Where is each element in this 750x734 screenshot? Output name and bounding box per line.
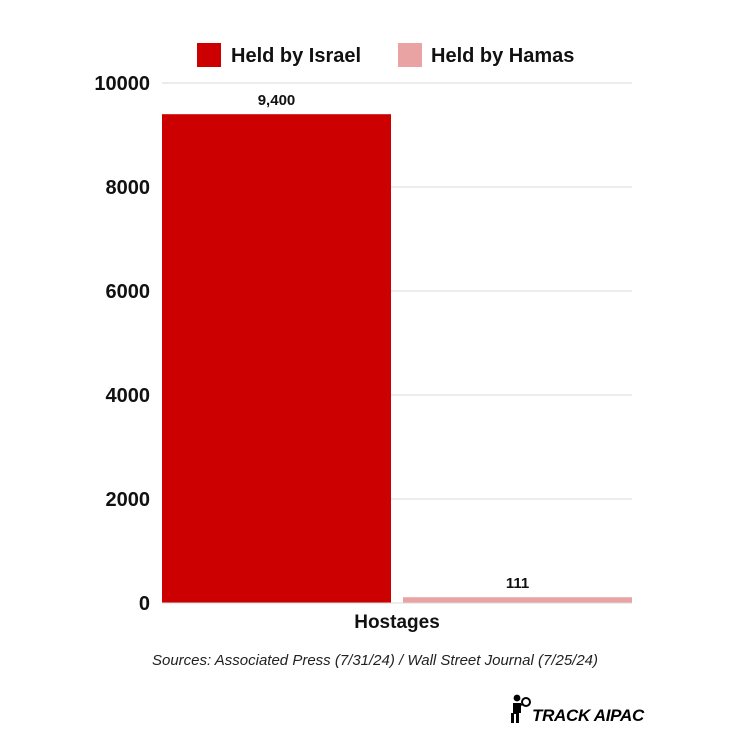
y-tick-label: 8000: [106, 177, 151, 199]
legend-label-hamas: Held by Hamas: [431, 45, 574, 67]
legend-label-israel: Held by Israel: [231, 45, 361, 67]
bars: 9,400 111: [162, 92, 632, 603]
data-label: 9,400: [258, 92, 296, 109]
legend: Held by Israel Held by Hamas: [197, 43, 574, 67]
y-tick-label: 4000: [106, 385, 151, 407]
brand-logo: TRACK AIPAC: [510, 690, 644, 724]
category-label: Hostages: [354, 612, 440, 633]
y-tick-label: 2000: [106, 489, 151, 511]
y-tick-label: 6000: [106, 281, 151, 303]
data-label: 111: [506, 575, 529, 592]
bar-chart: Held by Israel Held by Hamas 0 2000 4000 60…: [94, 43, 632, 633]
bar-held-by-hamas: [403, 597, 632, 603]
legend-swatch-israel: [197, 43, 221, 67]
brand-name: TRACK AIPAC: [532, 706, 644, 725]
source-note: Sources: Associated Press (7/31/24) / Wa…: [151, 652, 599, 669]
y-tick-label: 10000: [94, 73, 150, 95]
y-tick-label: 0: [139, 593, 150, 615]
legend-swatch-hamas: [398, 43, 422, 67]
bar-held-by-israel: [162, 114, 391, 603]
y-axis: 0 2000 4000 6000 8000 10000: [94, 73, 150, 615]
person-magnifier-icon: [511, 694, 531, 723]
